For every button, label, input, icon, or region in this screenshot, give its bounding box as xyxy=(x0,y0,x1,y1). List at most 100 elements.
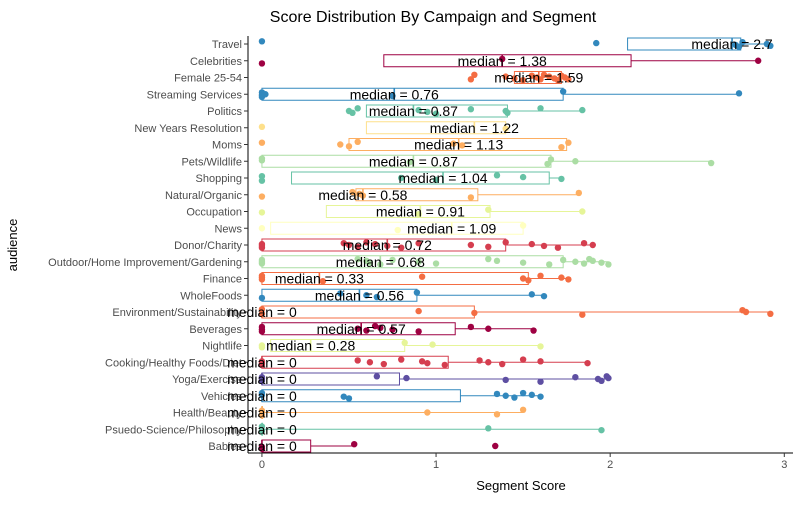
data-point xyxy=(258,407,266,414)
data-point xyxy=(519,222,527,229)
data-point xyxy=(258,225,266,232)
data-point xyxy=(467,106,475,113)
box xyxy=(291,171,550,185)
box-group-shopping xyxy=(258,171,565,185)
data-point xyxy=(471,71,478,79)
data-point xyxy=(319,278,327,285)
data-point xyxy=(579,106,586,114)
box-group-cooking-healthy-foods-diet xyxy=(258,355,591,369)
data-point xyxy=(519,389,527,397)
box xyxy=(383,54,632,68)
data-point xyxy=(504,109,511,117)
data-point xyxy=(258,427,266,435)
median-label: median = 1.22 xyxy=(430,120,519,136)
data-point xyxy=(519,173,527,181)
data-point xyxy=(354,325,361,332)
median-label: median = 0 xyxy=(227,388,297,404)
x-tick-label: 3 xyxy=(781,459,787,471)
data-point xyxy=(415,240,422,247)
median-label: median = 0 xyxy=(227,421,297,437)
data-point xyxy=(598,377,605,384)
y-tick-label: Cooking/Healthy Foods/Diet xyxy=(105,357,242,369)
y-tick-label: Pets/Wildlife xyxy=(181,156,242,168)
data-point xyxy=(258,328,266,335)
data-point xyxy=(432,260,440,267)
box-group-celebrities xyxy=(258,54,762,68)
data-point xyxy=(471,309,478,317)
data-point xyxy=(485,325,492,332)
data-point xyxy=(493,390,501,398)
median-label: median = 0 xyxy=(227,371,297,387)
box-group-psuedo-science-philosophy xyxy=(258,422,605,436)
box-group-natural-organic xyxy=(258,188,583,202)
data-point xyxy=(554,244,562,251)
data-point xyxy=(537,378,544,385)
data-point xyxy=(349,188,356,196)
y-tick-label: Health/Beauty xyxy=(173,408,243,420)
median-label: median = 0.87 xyxy=(369,103,458,119)
data-point xyxy=(735,43,743,50)
data-point xyxy=(499,360,506,368)
data-point xyxy=(349,109,356,117)
data-point xyxy=(415,328,422,335)
data-point xyxy=(340,393,347,400)
data-point xyxy=(359,192,367,199)
data-point xyxy=(540,71,548,79)
data-point xyxy=(262,91,269,98)
median-label: median = 0 xyxy=(227,354,297,370)
data-point xyxy=(415,211,422,218)
data-point xyxy=(579,208,586,215)
data-point xyxy=(366,259,374,266)
data-point xyxy=(767,310,774,317)
data-point xyxy=(450,140,457,147)
data-point xyxy=(389,256,396,264)
data-point xyxy=(258,276,266,283)
data-point xyxy=(511,394,518,401)
data-point xyxy=(540,292,548,300)
data-point xyxy=(373,373,381,380)
median-label: median = 2.7 xyxy=(691,36,773,52)
data-point xyxy=(605,374,612,382)
data-point xyxy=(337,141,344,148)
data-point xyxy=(735,90,743,97)
data-point xyxy=(403,374,410,382)
median-label: median = 0 xyxy=(227,438,297,454)
data-point xyxy=(418,358,426,365)
data-point xyxy=(572,374,579,381)
box-group-streaming-services xyxy=(258,87,743,101)
data-point xyxy=(565,139,572,146)
data-point xyxy=(528,291,536,298)
median-label: median = 1.38 xyxy=(458,53,547,69)
data-point xyxy=(707,159,715,167)
data-point xyxy=(258,157,266,164)
data-point xyxy=(537,343,544,350)
data-point xyxy=(258,193,266,200)
box-group-finance xyxy=(258,272,572,285)
x-tick-label: 0 xyxy=(259,459,265,471)
data-point xyxy=(580,260,588,267)
data-point xyxy=(354,105,361,112)
data-point xyxy=(363,239,370,246)
data-point xyxy=(384,242,391,250)
data-point xyxy=(547,156,555,163)
data-point xyxy=(589,257,596,265)
box-group-wholefoods xyxy=(258,288,548,302)
data-point xyxy=(366,359,374,366)
y-tick-label: Occupation xyxy=(186,207,242,219)
data-point xyxy=(589,241,596,249)
box-group-politics xyxy=(345,104,586,118)
data-point xyxy=(258,344,266,351)
median-label: median = 0 xyxy=(227,405,297,421)
data-point xyxy=(537,393,544,400)
median-label: median = 0.57 xyxy=(317,321,406,337)
data-point xyxy=(467,194,475,201)
data-point xyxy=(371,322,379,330)
data-point xyxy=(476,357,483,364)
data-point xyxy=(537,76,544,83)
data-point xyxy=(380,360,388,368)
data-point xyxy=(528,240,536,248)
data-point xyxy=(424,108,431,116)
data-point xyxy=(558,144,565,151)
data-point xyxy=(519,275,527,282)
data-point xyxy=(546,73,553,80)
